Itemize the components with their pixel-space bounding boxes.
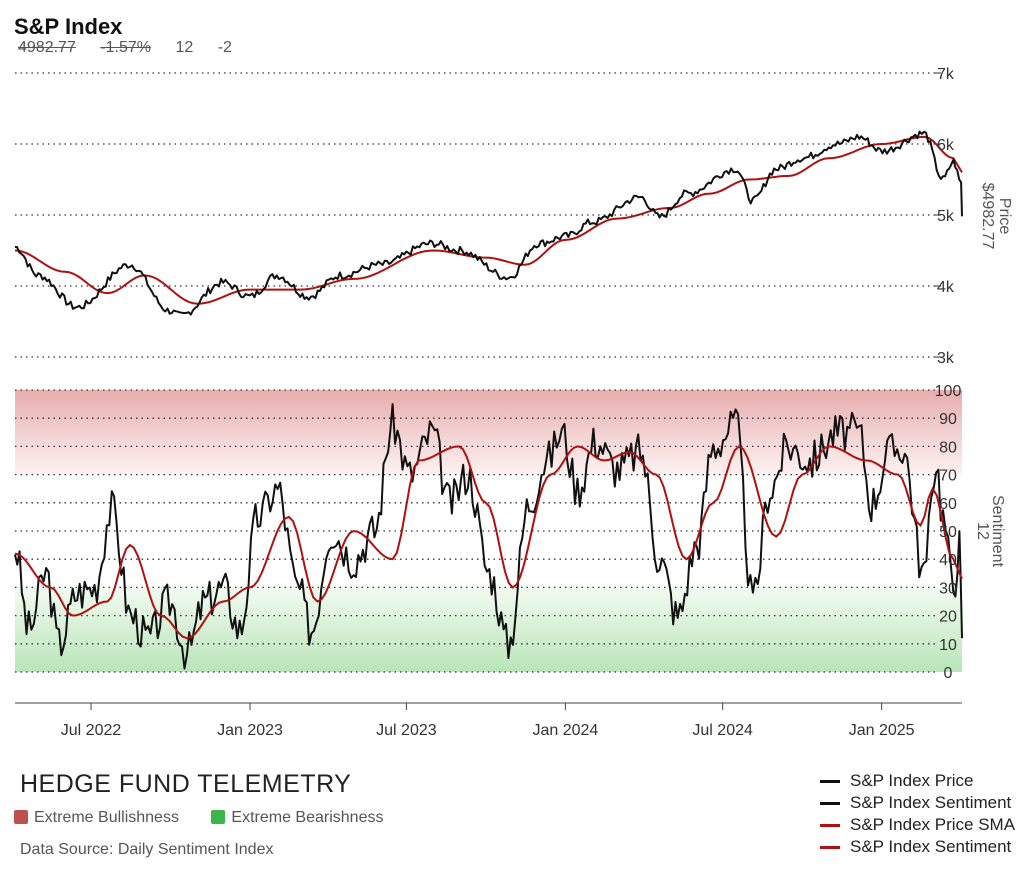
sentiment-tick-label: 60 [939,496,957,513]
zone-bull-label: Extreme Bullishness [34,809,179,826]
price-tick-label: 5k [937,208,955,225]
x-tick-label: Jul 2023 [376,722,437,739]
price-tick-label: 4k [937,279,955,296]
sentiment-sma-line [14,445,963,640]
legend-price-sma-label: S&P Index Price SMA [850,815,1016,834]
legend-sentiment-sma-swatch [820,846,840,850]
price-tick-label: 6k [937,137,955,154]
legend-price-label: S&P Index Price [850,771,974,790]
series-legend: S&P Index Price S&P Index Sentiment S&P … [820,770,1015,858]
sentiment-tick-label: 70 [939,468,957,485]
sentiment-tick-label: 30 [939,580,957,597]
zone-extreme-bearishness [15,587,962,672]
x-tick-label: Jul 2022 [61,722,122,739]
legend-price-sma-swatch [820,824,840,828]
sentiment-tick-label: 50 [939,524,957,541]
bull-swatch [14,810,28,824]
price-line [14,130,963,316]
legend-sentiment-swatch [820,802,840,806]
x-tick-label: Jan 2025 [849,722,915,739]
sentiment-tick-label: 80 [939,439,957,456]
data-source: Data Source: Daily Sentiment Index [20,841,274,858]
legend-sentiment[interactable]: S&P Index Sentiment [820,792,1015,814]
chart-title: S&P Index [14,14,123,39]
zone-bear-item: Extreme Bearishness [211,809,383,827]
sentiment-tick-label: 90 [939,411,957,428]
sentiment-axis-value: 12 [974,522,991,540]
zone-bear-label: Extreme Bearishness [231,809,384,826]
sentiment-tick-label: 100 [935,383,962,400]
legend-sentiment-sma-label: S&P Index Sentiment [850,837,1012,856]
legend-price[interactable]: S&P Index Price [820,770,1015,792]
sentiment-tick-label: 0 [944,665,953,682]
zone-bull-item: Extreme Bullishness [14,809,179,827]
price-tick-label: 3k [937,350,955,367]
legend-sentiment-sma[interactable]: S&P Index Sentiment [820,836,1015,858]
price-axis-label: Price [996,198,1013,235]
x-tick-label: Jan 2023 [217,722,283,739]
legend-price-sma[interactable]: S&P Index Price SMA [820,814,1015,836]
legend-sentiment-label: S&P Index Sentiment [850,793,1012,812]
header-sentiment-change: -2 [217,39,232,56]
sentiment-tick-label: 10 [939,637,957,654]
header-change: -1.57% [100,39,151,56]
zone-legend: Extreme Bullishness Extreme Bearishness [14,809,411,827]
x-tick-label: Jan 2024 [532,722,598,739]
price-tick-label: 7k [937,66,955,83]
price-sma-line [14,135,963,305]
brand-name: HEDGE FUND TELEMETRY [20,770,352,798]
bear-swatch [211,810,226,824]
header-price: 4982.77 [18,39,76,56]
legend-price-swatch [820,780,840,784]
header-stats: 4982.77 -1.57% 12 -2 [18,39,252,57]
x-tick-label: Jul 2024 [692,722,753,739]
price-axis-value: $4982.77 [979,183,996,250]
sentiment-tick-label: 20 [939,609,957,626]
sentiment-tick-label: 40 [939,552,957,569]
sentiment-axis-label: Sentiment [989,495,1006,568]
zone-extreme-bullishness [15,390,962,475]
header-sentiment: 12 [175,39,194,56]
